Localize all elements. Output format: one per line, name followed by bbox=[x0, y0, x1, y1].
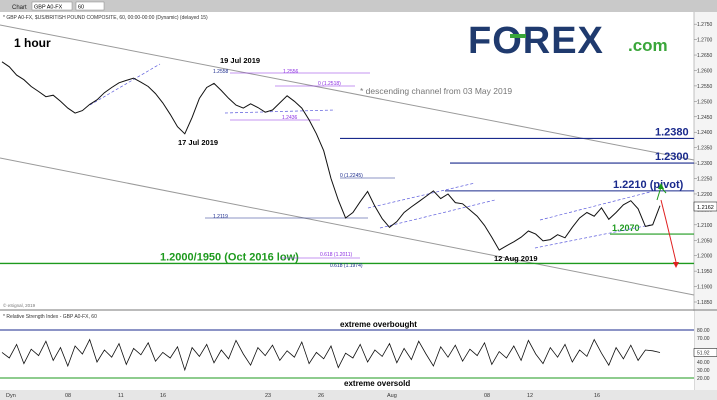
y-tick-label: 1.2200 bbox=[697, 192, 713, 198]
logo-suffix: .com bbox=[628, 36, 668, 55]
level-label: 1.2070 bbox=[612, 223, 640, 233]
x-tick-label: Aug bbox=[387, 393, 397, 399]
bounce-arrowhead bbox=[658, 183, 664, 189]
y-tick-label: 1.2550 bbox=[697, 84, 713, 90]
channel-lower-line bbox=[0, 157, 695, 296]
annotation-12119: 1.2119 bbox=[213, 214, 228, 220]
channel-upper-line bbox=[0, 24, 695, 161]
y-tick-label: 1.2600 bbox=[697, 68, 713, 74]
x-tick-label: 11 bbox=[118, 393, 124, 399]
rsi-tick-label: 51.92 bbox=[697, 350, 710, 356]
current-price-tag bbox=[693, 201, 717, 212]
annotation-fib618-11974: 0.618 (1.1974) bbox=[330, 263, 363, 269]
y-tick-label: 1.2050 bbox=[697, 238, 713, 244]
x-tick-label: 23 bbox=[265, 393, 271, 399]
title-bar bbox=[0, 0, 717, 12]
rsi-tick-label: 70.00 bbox=[697, 336, 710, 342]
rsi-tick-label: 40.00 bbox=[697, 360, 710, 366]
flag-channel-3a bbox=[367, 182, 476, 209]
rsi-current-tag bbox=[693, 348, 717, 357]
y-tick-label: 1.2350 bbox=[697, 146, 713, 152]
y-tick-label: 1.2750 bbox=[697, 22, 713, 28]
logo-accent-mark bbox=[510, 34, 526, 38]
y-tick-label: 1.2650 bbox=[697, 53, 713, 59]
level-label: 1.2210 (pivot) bbox=[613, 179, 684, 191]
window-title: Chart bbox=[12, 5, 27, 11]
y-tick-label: 1.2500 bbox=[697, 99, 713, 105]
y-tick-label: 1.1950 bbox=[697, 269, 713, 275]
x-tick-label: 16 bbox=[160, 393, 166, 399]
x-axis-labels: Dyn 08 11 16 23 26 Aug 08 12 16 bbox=[6, 393, 600, 399]
projection-path bbox=[660, 199, 677, 263]
symbol-input[interactable] bbox=[31, 1, 73, 11]
interval-input-text: 60 bbox=[78, 5, 84, 11]
annotation-12436: 1.2436 bbox=[282, 115, 298, 121]
y-tick-label: 1.2700 bbox=[697, 38, 713, 44]
annotation-17jul: 17 Jul 2019 bbox=[178, 138, 218, 147]
y-tick-label: 1.2000 bbox=[697, 254, 713, 260]
rsi-header: * Relative Strength Index - GBP A0-FX, 6… bbox=[3, 314, 97, 320]
timeframe-label: 1 hour bbox=[14, 36, 51, 50]
annotation-fib0-12245: 0 (1.2245) bbox=[340, 173, 363, 179]
level-label: 1.2000/1950 (Oct 2016 low) bbox=[160, 251, 299, 263]
x-tick-label: 16 bbox=[594, 393, 600, 399]
flag-channel-4a bbox=[539, 191, 651, 221]
y-tick-label: 1.2300 bbox=[697, 161, 713, 167]
projection-arrowhead bbox=[673, 262, 679, 268]
rsi-tick-label: 30.00 bbox=[697, 368, 710, 374]
price-panel bbox=[0, 12, 694, 309]
rsi-tick-label: 20.00 bbox=[697, 376, 710, 382]
y-tick-label: 1.2100 bbox=[697, 223, 713, 229]
annotation-fib618-12011: 0.618 (1.2011) bbox=[320, 252, 352, 258]
y-tick-label: 1.2450 bbox=[697, 115, 713, 121]
y-tick-label: 1.2400 bbox=[697, 130, 713, 136]
interval-input[interactable] bbox=[75, 1, 105, 11]
annotation-19jul: 19 Jul 2019 bbox=[220, 56, 260, 65]
forex-logo: FOREX .com bbox=[468, 20, 668, 62]
flag-channel-1 bbox=[89, 63, 161, 106]
x-tick-label: Dyn bbox=[6, 393, 16, 399]
annotation-12aug: 12 Aug 2019 bbox=[494, 254, 538, 263]
flag-channel-2 bbox=[224, 109, 336, 114]
y-tick-label: 1.2250 bbox=[697, 177, 713, 183]
channel-label: * descending channel from 03 May 2019 bbox=[360, 86, 512, 96]
y-axis-panel bbox=[694, 12, 717, 390]
flag-channel-4b bbox=[534, 224, 651, 249]
chart-header-info: * GBP A0-FX, $US/BRITISH POUND COMPOSITE… bbox=[3, 15, 208, 21]
x-axis-bar bbox=[0, 390, 717, 400]
x-tick-label: 08 bbox=[65, 393, 71, 399]
rsi-tick-label: 80.00 bbox=[697, 328, 710, 334]
levels: 1.2380 1.2300 1.2210 (pivot) 1.2070 1.2000/1… bbox=[0, 126, 694, 265]
rsi-series-line bbox=[1, 338, 661, 372]
price-series-line bbox=[1, 61, 661, 251]
level-label: 1.2380 bbox=[655, 126, 689, 138]
annotation-12558: 1.2558 bbox=[213, 69, 229, 75]
y-tick-label: 1.1850 bbox=[697, 300, 713, 306]
logo-text: FOREX bbox=[468, 20, 604, 62]
level-label: 1.2300 bbox=[655, 151, 689, 163]
x-tick-label: 26 bbox=[318, 393, 324, 399]
annotation-fib0-12518: 0 (1.2518) bbox=[318, 81, 341, 87]
annotation-12556: 1.2556 bbox=[283, 69, 299, 75]
symbol-input-text: GBP A0-FX bbox=[34, 5, 63, 11]
rsi-overbought-label: extreme overbought bbox=[340, 320, 417, 329]
x-tick-label: 08 bbox=[484, 393, 490, 399]
x-tick-label: 12 bbox=[527, 393, 533, 399]
y-tick-label: 1.1900 bbox=[697, 285, 713, 291]
current-price-value: 1.2162 bbox=[697, 205, 714, 211]
rsi-oversold-label: extreme oversold bbox=[344, 379, 410, 388]
copyright: © eSignal, 2019 bbox=[3, 302, 36, 308]
rsi-y-axis-ticks: 80.00 70.00 51.92 40.00 30.00 20.00 bbox=[693, 328, 717, 382]
